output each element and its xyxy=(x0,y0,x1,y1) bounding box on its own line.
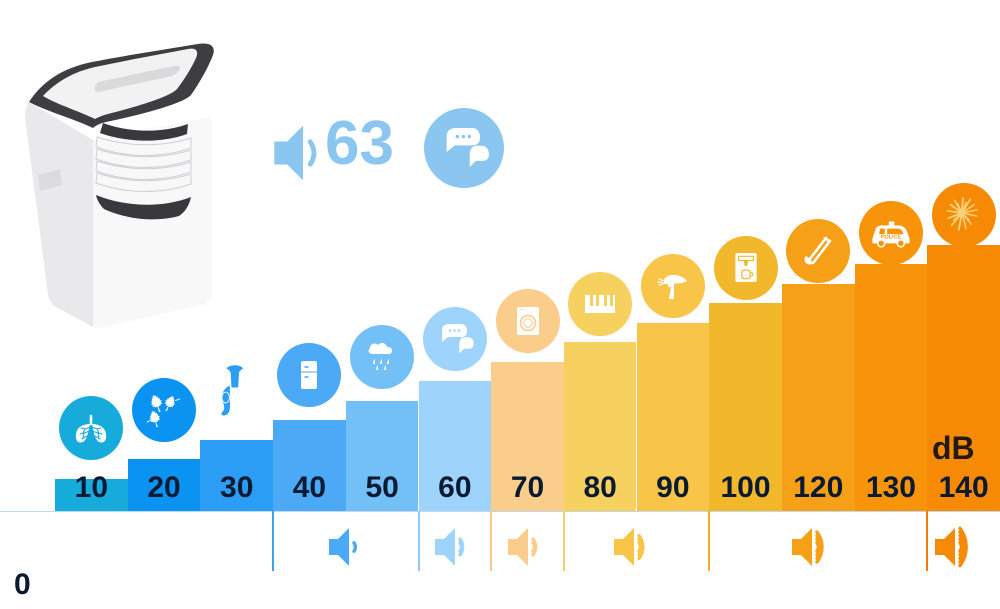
svg-text:POLICE: POLICE xyxy=(881,234,902,240)
